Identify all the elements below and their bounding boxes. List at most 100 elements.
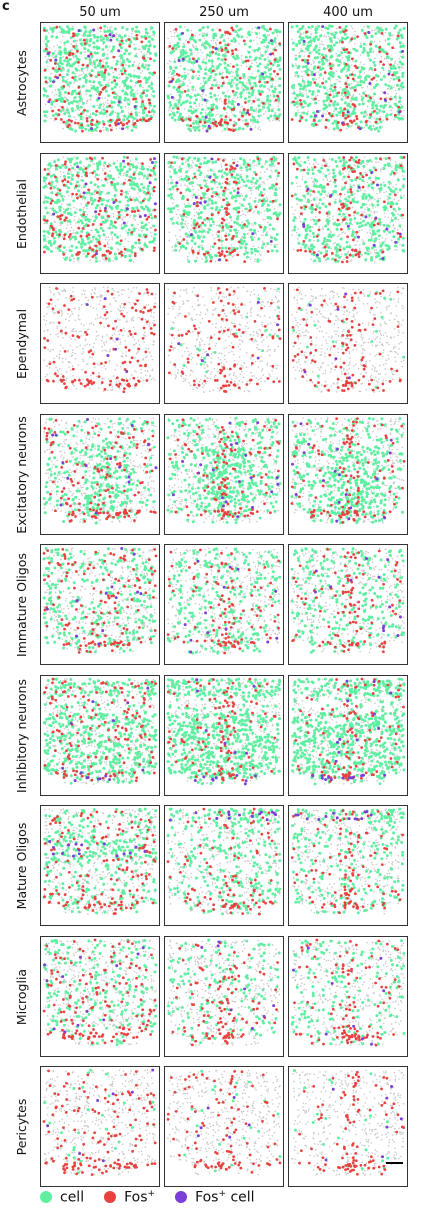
cell-point [350,86,354,90]
background-cell [195,74,198,77]
background-cell [138,111,140,114]
cell-point [145,176,149,180]
fos-point [177,85,181,89]
background-cell [85,82,87,85]
background-cell [254,126,257,128]
cell-point [135,166,138,170]
background-cell [232,113,234,116]
background-cell [134,246,136,249]
background-cell [120,256,122,258]
background-cell [194,35,196,37]
cell-point [388,31,392,35]
background-cell [80,186,83,189]
cell-point [273,245,277,249]
background-cell [74,72,76,75]
fos-point [95,120,99,124]
background-cell [73,219,76,222]
background-cell [176,190,178,192]
cell-point [337,75,341,79]
background-cell [174,234,177,237]
cell-point [50,35,54,38]
background-cell [373,29,376,32]
background-cell [74,169,76,171]
cell-point [94,88,98,92]
cell-point [146,89,149,93]
background-cell [304,81,306,84]
fos-point [223,120,227,124]
cell-point [117,103,121,107]
cell-point [95,45,99,49]
fos-point [328,93,332,97]
background-cell [78,109,81,112]
background-cell [116,94,119,97]
cell-point [256,98,260,102]
background-cell [115,32,117,35]
cell-point [59,50,63,54]
background-cell [402,109,405,112]
background-cell [73,188,76,191]
cell-point [61,29,65,33]
fos-point [145,218,149,221]
background-cell [178,166,181,168]
fos-point [244,101,247,104]
cell-point [273,191,277,195]
fos-point [99,59,102,63]
cell-point [181,218,185,222]
background-cell [193,208,195,210]
background-cell [339,80,342,83]
cell-point [292,91,296,95]
cell-point [97,234,101,238]
cell-point [49,249,53,253]
cell-point [140,221,144,225]
background-cell [82,41,84,43]
cell-point [135,81,138,85]
cell-point [247,99,251,103]
cell-point [270,109,274,113]
background-cell [60,41,62,43]
background-cell [70,226,73,229]
fos-point [117,210,121,214]
fos-point [133,252,137,255]
background-cell [84,67,86,70]
fos-point [110,180,114,184]
background-cell [255,233,258,236]
background-cell [387,93,389,95]
cell-point [84,254,88,258]
cell-point [244,118,248,122]
background-cell [107,49,109,51]
fos-point [88,246,92,250]
background-cell [122,114,124,117]
background-cell [178,83,180,86]
fos-cell-point [121,127,125,131]
cell-point [74,44,78,48]
cell-point [271,63,275,67]
background-cell [268,39,271,41]
background-cell [150,235,153,238]
cell-point [212,36,216,40]
cell-point [207,78,211,82]
cell-point [168,100,172,104]
background-cell [200,244,203,247]
background-cell [198,249,200,251]
background-cell [62,182,64,184]
background-cell [168,231,171,233]
cell-point [77,113,81,117]
background-cell [43,40,46,42]
background-cell [112,71,115,74]
cell-point [140,35,144,39]
background-cell [177,208,179,211]
cell-point [152,110,156,114]
background-cell [148,165,151,168]
cell-point [308,35,312,39]
cell-point [209,75,213,79]
cell-point [262,38,266,42]
fos-point [89,52,93,56]
fos-point [133,254,137,258]
background-cell [141,98,143,101]
background-cell [99,237,101,240]
cell-point [190,239,194,243]
panel-astrocytes-50-um [40,22,160,143]
cell-point [49,222,53,226]
fos-point [143,106,147,110]
fos-point [65,56,69,60]
